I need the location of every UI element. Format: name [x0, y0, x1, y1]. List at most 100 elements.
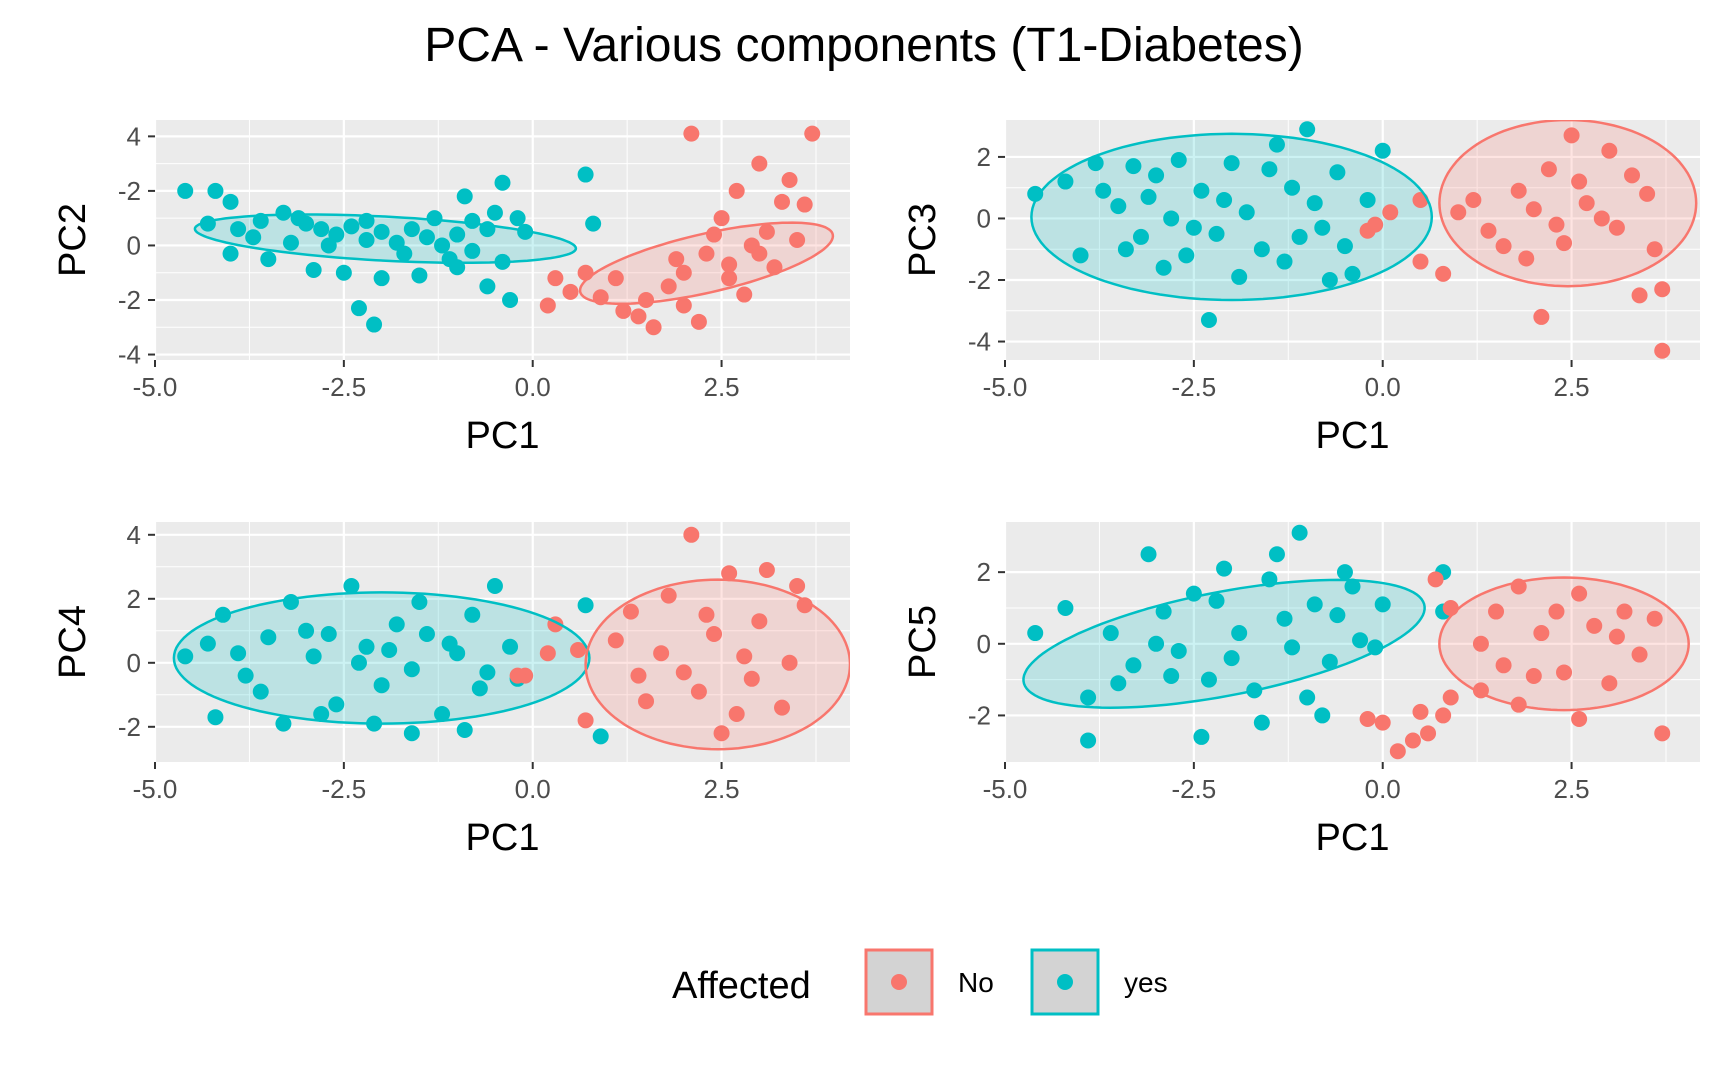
point-no: [1495, 657, 1512, 674]
y-tick-label: -2: [118, 176, 141, 206]
x-tick-label: -2.5: [1171, 774, 1216, 804]
point-no: [683, 526, 700, 543]
x-tick-label: 0.0: [1365, 774, 1401, 804]
point-yes: [1087, 155, 1104, 172]
point-yes: [1080, 689, 1097, 706]
x-tick-label: -2.5: [1171, 372, 1216, 402]
point-yes: [1193, 728, 1210, 745]
point-no: [698, 245, 715, 262]
point-no: [706, 626, 723, 642]
point-no: [1608, 628, 1625, 645]
x-axis-title: PC1: [466, 415, 540, 457]
point-yes: [1027, 625, 1044, 642]
point-yes: [456, 722, 473, 738]
y-tick-label: 2: [977, 557, 991, 587]
point-yes: [577, 166, 594, 183]
point-yes: [350, 654, 367, 671]
point-no: [781, 172, 798, 188]
y-tick-label: -2: [118, 712, 141, 742]
point-yes: [1170, 642, 1187, 659]
point-no: [1631, 287, 1648, 304]
point-yes: [275, 204, 292, 221]
point-no: [1525, 668, 1542, 685]
point-no: [728, 706, 745, 722]
point-yes: [199, 635, 216, 652]
legend-key-yes: [1030, 948, 1100, 1016]
point-yes: [456, 188, 473, 205]
point-yes: [1231, 268, 1248, 285]
point-yes: [1344, 578, 1361, 595]
point-yes: [1072, 247, 1089, 264]
point-yes: [328, 696, 345, 713]
point-no: [1654, 342, 1671, 359]
point-yes: [1110, 675, 1127, 692]
point-no: [1548, 603, 1565, 620]
point-yes: [1155, 603, 1172, 620]
y-axis-title: PC4: [52, 605, 94, 679]
point-yes: [381, 642, 398, 658]
point-no: [721, 565, 738, 582]
point-yes: [313, 706, 330, 722]
point-yes: [1314, 707, 1331, 724]
point-yes: [1223, 155, 1240, 172]
chart-title: PCA - Various components (T1-Diabetes): [424, 19, 1304, 72]
point-yes: [1110, 198, 1127, 215]
y-tick-label: -2: [118, 285, 141, 315]
point-yes: [1261, 161, 1278, 178]
point-yes: [464, 242, 481, 259]
point-yes: [1148, 167, 1165, 184]
point-no: [1624, 167, 1641, 184]
point-no: [1404, 732, 1421, 749]
point-no: [751, 155, 768, 172]
point-no: [796, 196, 813, 213]
point-no: [630, 308, 647, 325]
point-no: [1374, 714, 1391, 731]
ellipse-outline-yes: [193, 213, 578, 265]
point-yes: [1291, 228, 1308, 245]
legend-label-no: No: [958, 967, 994, 998]
point-yes: [1132, 228, 1149, 245]
point-yes: [1321, 653, 1338, 670]
x-tick-label: 0.0: [515, 372, 551, 402]
point-no: [1540, 161, 1557, 178]
point-yes: [1336, 564, 1353, 581]
point-yes: [230, 221, 247, 238]
x-tick-label: 0.0: [515, 774, 551, 804]
point-yes: [396, 245, 413, 262]
point-yes: [1268, 546, 1285, 563]
point-no: [1556, 235, 1573, 252]
point-no: [1488, 603, 1505, 620]
point-yes: [305, 648, 322, 665]
ellipse-outline-no: [578, 221, 835, 305]
point-yes: [1223, 650, 1240, 667]
point-yes: [373, 677, 390, 694]
point-no: [1601, 142, 1618, 159]
point-no: [1601, 675, 1618, 692]
point-yes: [1329, 607, 1346, 624]
point-yes: [1299, 689, 1316, 706]
x-tick-label: -2.5: [321, 774, 366, 804]
point-yes: [260, 251, 277, 268]
point-yes: [1276, 253, 1293, 270]
point-yes: [1291, 524, 1308, 541]
point-yes: [509, 210, 526, 227]
point-no: [1367, 216, 1384, 233]
y-tick-label: -2: [968, 265, 991, 295]
point-yes: [1284, 639, 1301, 656]
point-no: [1631, 646, 1648, 663]
point-yes: [1125, 657, 1142, 674]
point-yes: [1253, 241, 1270, 258]
point-no: [1608, 219, 1625, 236]
point-no: [622, 603, 639, 620]
point-yes: [1080, 732, 1097, 749]
point-no: [713, 210, 730, 227]
point-yes: [343, 578, 360, 594]
point-yes: [434, 706, 451, 722]
point-yes: [1140, 188, 1157, 205]
point-yes: [434, 237, 451, 254]
point-yes: [411, 594, 428, 610]
y-axis-title: PC3: [902, 203, 944, 277]
point-yes: [207, 182, 224, 199]
point-yes: [1163, 668, 1180, 685]
point-no: [675, 664, 692, 681]
